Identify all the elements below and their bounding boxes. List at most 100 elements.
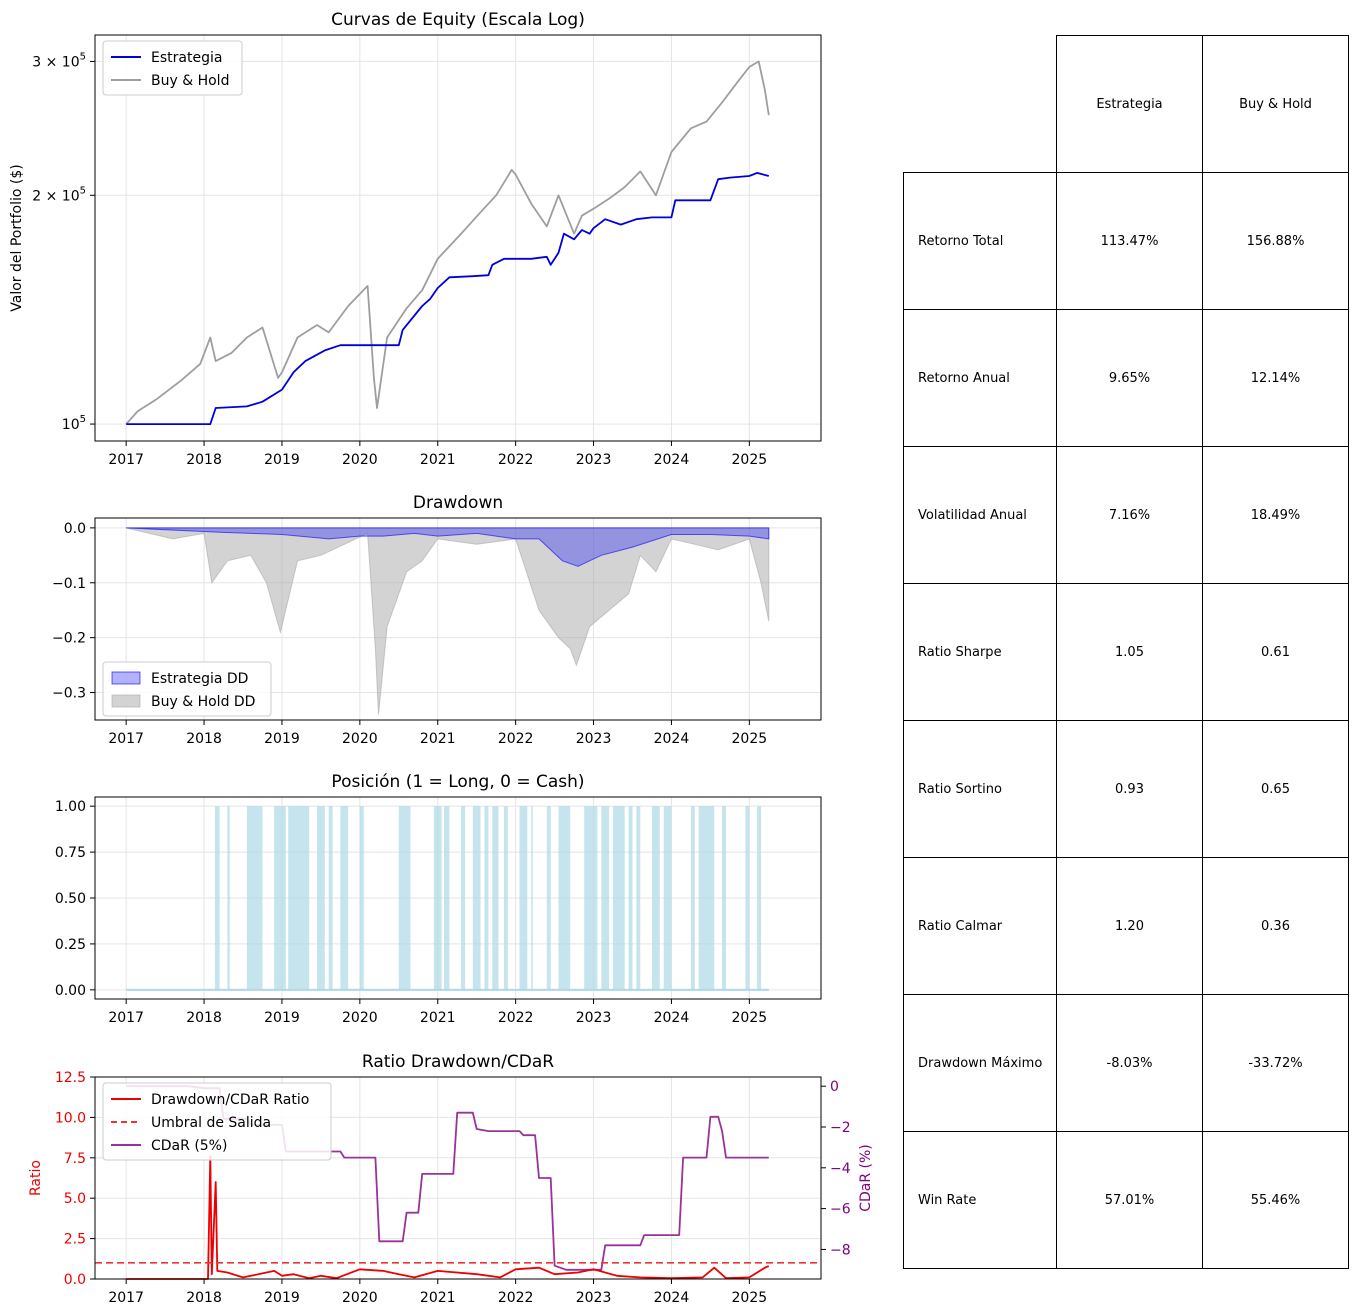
position-y-tick-label: 0.00	[55, 983, 86, 999]
position-long-band	[503, 806, 508, 990]
row-value-strategy: -8.03%	[1056, 994, 1203, 1132]
drawdown-x-tick-label: 2021	[420, 731, 456, 747]
ratio-plot-frame	[94, 1076, 822, 1280]
drawdown-x-tick-label: 2022	[498, 731, 534, 747]
position-long-band	[636, 806, 641, 990]
row-value-strategy: 113.47%	[1056, 172, 1203, 310]
position-long-band	[443, 806, 450, 990]
row-value-buyhold: 0.36	[1202, 857, 1349, 995]
ratio-y-tick-label: 5.0	[64, 1191, 86, 1207]
table-row: Retorno Total 113.47% 156.88%	[903, 172, 1349, 310]
drawdown-legend-label: Estrategia DD	[151, 671, 248, 687]
position-x-tick-label: 2021	[420, 1010, 456, 1026]
cdar-y-tick-label: 0	[830, 1079, 839, 1095]
cdar-y-tick-label: −4	[830, 1161, 851, 1177]
drawdown-legend-swatch	[111, 671, 141, 685]
ratio-x-tick-label: 2017	[108, 1290, 144, 1306]
table-row: Ratio Calmar 1.20 0.36	[903, 857, 1349, 995]
position-chart-title: Posición (1 = Long, 0 = Cash)	[331, 772, 584, 792]
equity-y-tick-label: 2 × 105	[32, 185, 86, 204]
metrics-table: Estrategia Buy & Hold Retorno Total 113.4…	[903, 35, 1349, 1269]
drawdown-y-tick-label: 0.0	[64, 521, 86, 537]
ratio-y-tick-label: 7.5	[64, 1151, 86, 1167]
row-label: Ratio Calmar	[903, 857, 1057, 995]
equity-x-tick-label: 2024	[654, 452, 690, 468]
drawdown-area-estrategia-dd	[125, 527, 770, 567]
row-value-strategy: 0.93	[1056, 720, 1203, 858]
row-value-buyhold: 156.88%	[1202, 172, 1349, 310]
position-long-band	[519, 806, 528, 990]
drawdown-y-tick-label: −0.1	[52, 576, 86, 592]
ratio-x-tick-label: 2020	[342, 1290, 378, 1306]
position-long-band	[433, 806, 442, 990]
drawdown-x-tick-label: 2019	[264, 731, 300, 747]
ratio-x-tick-label: 2023	[576, 1290, 612, 1306]
position-long-band	[461, 806, 466, 990]
position-y-tick-label: 0.50	[55, 891, 86, 907]
position-long-band	[628, 806, 633, 990]
ratio-y-tick-label: 12.5	[55, 1070, 86, 1086]
drawdown-legend	[102, 661, 272, 717]
position-x-tick-label: 2022	[498, 1010, 534, 1026]
ratio-legend-label: CDaR (5%)	[151, 1138, 227, 1154]
row-value-buyhold: -33.72%	[1202, 994, 1349, 1132]
equity-x-tick-label: 2022	[498, 452, 534, 468]
table-row: Retorno Anual 9.65% 12.14%	[903, 309, 1349, 447]
equity-line-estrategia	[126, 172, 770, 425]
position-y-tick-label: 1.00	[55, 799, 86, 815]
drawdown-x-tick-label: 2024	[654, 731, 690, 747]
row-value-buyhold: 0.61	[1202, 583, 1349, 721]
position-long-band	[601, 806, 610, 990]
cdar-y-axis-label: CDaR (%)	[858, 1144, 874, 1212]
equity-x-tick-label: 2019	[264, 452, 300, 468]
drawdown-chart-title: Drawdown	[413, 493, 503, 513]
drawdown-area-buy-hold-dd	[125, 527, 770, 715]
cdar-y-tick-label: −8	[830, 1242, 851, 1258]
position-long-band	[328, 806, 333, 990]
position-x-tick-label: 2025	[732, 1010, 768, 1026]
position-long-band	[613, 806, 625, 990]
ratio-y-tick-label: 0.0	[64, 1272, 86, 1288]
position-x-tick-label: 2019	[264, 1010, 300, 1026]
table-row: Ratio Sharpe 1.05 0.61	[903, 583, 1349, 721]
ratio-x-tick-label: 2024	[654, 1290, 690, 1306]
ratio-legend-label: Umbral de Salida	[151, 1115, 271, 1131]
row-value-strategy: 9.65%	[1056, 309, 1203, 447]
row-value-strategy: 7.16%	[1056, 446, 1203, 584]
ratio-x-tick-label: 2018	[186, 1290, 222, 1306]
row-label: Volatilidad Anual	[903, 446, 1057, 584]
ratio-y-tick-label: 10.0	[55, 1110, 86, 1126]
equity-legend-label: Estrategia	[151, 50, 222, 66]
row-label: Win Rate	[903, 1131, 1057, 1269]
row-value-buyhold: 0.65	[1202, 720, 1349, 858]
ratio-legend	[102, 1082, 332, 1161]
position-long-band	[398, 806, 411, 990]
equity-x-tick-label: 2017	[108, 452, 144, 468]
position-plot-frame	[94, 796, 822, 1000]
position-x-tick-label: 2024	[654, 1010, 690, 1026]
table-header-strategy: Estrategia	[1056, 35, 1203, 173]
position-x-tick-label: 2017	[108, 1010, 144, 1026]
position-long-band	[546, 806, 551, 990]
position-long-band	[722, 806, 726, 990]
table-corner-cell	[904, 36, 1057, 173]
equity-legend-label: Buy & Hold	[151, 73, 229, 89]
table-row: Drawdown Máximo -8.03% -33.72%	[903, 994, 1349, 1132]
drawdown-x-tick-label: 2025	[732, 731, 768, 747]
table-row: Win Rate 57.01% 55.46%	[903, 1131, 1349, 1269]
row-label: Ratio Sharpe	[903, 583, 1057, 721]
table-header-row: Estrategia Buy & Hold	[904, 35, 1349, 173]
position-long-band	[317, 806, 325, 990]
equity-y-axis-label: Valor del Portfolio ($)	[9, 164, 25, 311]
equity-plot-frame	[94, 34, 822, 442]
drawdown-plot-frame	[94, 517, 822, 721]
equity-x-tick-label: 2018	[186, 452, 222, 468]
position-long-band	[698, 806, 715, 990]
ratio-chart-title: Ratio Drawdown/CDaR	[362, 1052, 554, 1072]
cdar-y-tick-label: −6	[830, 1202, 851, 1218]
equity-legend	[102, 40, 243, 96]
position-long-band	[246, 806, 263, 990]
ratio-line	[126, 1155, 770, 1280]
equity-x-tick-label: 2023	[576, 452, 612, 468]
drawdown-x-tick-label: 2017	[108, 731, 144, 747]
